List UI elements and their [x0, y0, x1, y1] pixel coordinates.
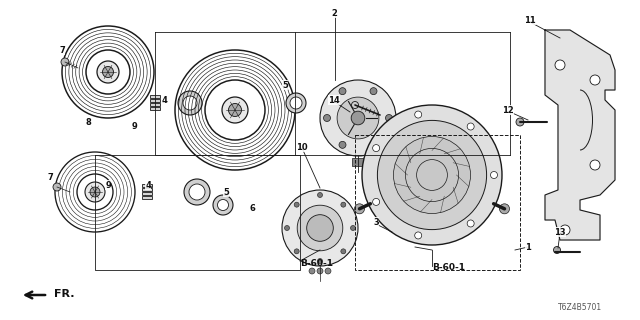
Bar	[150, 107, 160, 110]
Circle shape	[351, 111, 365, 125]
Text: 14: 14	[328, 95, 340, 105]
Circle shape	[499, 204, 509, 214]
Circle shape	[90, 187, 100, 197]
Text: 7: 7	[47, 172, 53, 181]
Text: FR.: FR.	[54, 289, 74, 299]
Circle shape	[370, 141, 377, 148]
Circle shape	[516, 118, 524, 126]
Text: 13: 13	[554, 228, 566, 236]
Text: 11: 11	[524, 15, 536, 25]
Circle shape	[282, 190, 358, 266]
Circle shape	[294, 249, 299, 254]
Circle shape	[370, 88, 377, 95]
Circle shape	[297, 205, 343, 251]
Circle shape	[355, 204, 365, 214]
Bar	[150, 103, 160, 106]
Circle shape	[317, 268, 323, 274]
Circle shape	[85, 182, 105, 202]
Circle shape	[184, 179, 210, 205]
Circle shape	[372, 198, 380, 205]
Circle shape	[554, 246, 561, 253]
Text: 2: 2	[331, 9, 337, 18]
Text: 10: 10	[296, 142, 308, 151]
Circle shape	[178, 91, 202, 115]
Circle shape	[228, 103, 241, 116]
Circle shape	[339, 88, 346, 95]
Text: 4: 4	[145, 180, 151, 189]
Circle shape	[320, 80, 396, 156]
Circle shape	[61, 58, 69, 66]
Circle shape	[467, 220, 474, 227]
Circle shape	[309, 268, 315, 274]
Circle shape	[325, 268, 331, 274]
Circle shape	[362, 105, 502, 245]
Text: 12: 12	[502, 106, 514, 115]
Circle shape	[351, 101, 358, 108]
Text: 4: 4	[162, 95, 168, 105]
Circle shape	[351, 226, 355, 230]
Circle shape	[317, 259, 323, 263]
Circle shape	[285, 226, 289, 230]
Text: 5: 5	[282, 81, 288, 90]
Circle shape	[405, 148, 459, 202]
Circle shape	[183, 96, 197, 110]
Bar	[150, 95, 160, 98]
Polygon shape	[545, 30, 615, 240]
Text: 1: 1	[525, 243, 531, 252]
Circle shape	[222, 97, 248, 123]
Text: 6: 6	[249, 204, 255, 212]
Circle shape	[341, 249, 346, 254]
Circle shape	[555, 60, 565, 70]
Text: 5: 5	[223, 188, 229, 196]
Text: 9: 9	[105, 180, 111, 189]
Circle shape	[415, 232, 422, 239]
Circle shape	[560, 225, 570, 235]
Circle shape	[307, 215, 333, 241]
Text: B-60-1: B-60-1	[432, 263, 465, 273]
Circle shape	[323, 115, 330, 122]
Circle shape	[490, 172, 497, 179]
Circle shape	[317, 193, 323, 197]
Circle shape	[286, 93, 306, 113]
Text: 3: 3	[373, 218, 379, 227]
Circle shape	[290, 97, 302, 109]
Circle shape	[102, 67, 113, 77]
Circle shape	[590, 75, 600, 85]
Text: 9: 9	[131, 122, 137, 131]
Text: B-60-1: B-60-1	[300, 259, 333, 268]
Bar	[150, 99, 160, 102]
Bar	[142, 184, 152, 187]
Bar	[142, 192, 152, 195]
Circle shape	[341, 202, 346, 207]
Circle shape	[294, 202, 299, 207]
Circle shape	[385, 115, 392, 122]
Circle shape	[417, 160, 447, 190]
Circle shape	[378, 120, 486, 230]
Text: T6Z4B5701: T6Z4B5701	[558, 303, 602, 313]
Circle shape	[189, 184, 205, 200]
Circle shape	[218, 199, 228, 211]
Circle shape	[339, 141, 346, 148]
Circle shape	[415, 111, 422, 118]
Bar	[142, 188, 152, 191]
Circle shape	[97, 61, 119, 83]
Circle shape	[590, 160, 600, 170]
Circle shape	[372, 145, 380, 152]
Text: 7: 7	[59, 45, 65, 54]
Circle shape	[467, 123, 474, 130]
Circle shape	[53, 183, 61, 191]
Text: 8: 8	[85, 117, 91, 126]
Circle shape	[337, 97, 379, 139]
Bar	[142, 196, 152, 199]
Bar	[352, 158, 364, 166]
Circle shape	[213, 195, 233, 215]
Circle shape	[394, 137, 470, 213]
